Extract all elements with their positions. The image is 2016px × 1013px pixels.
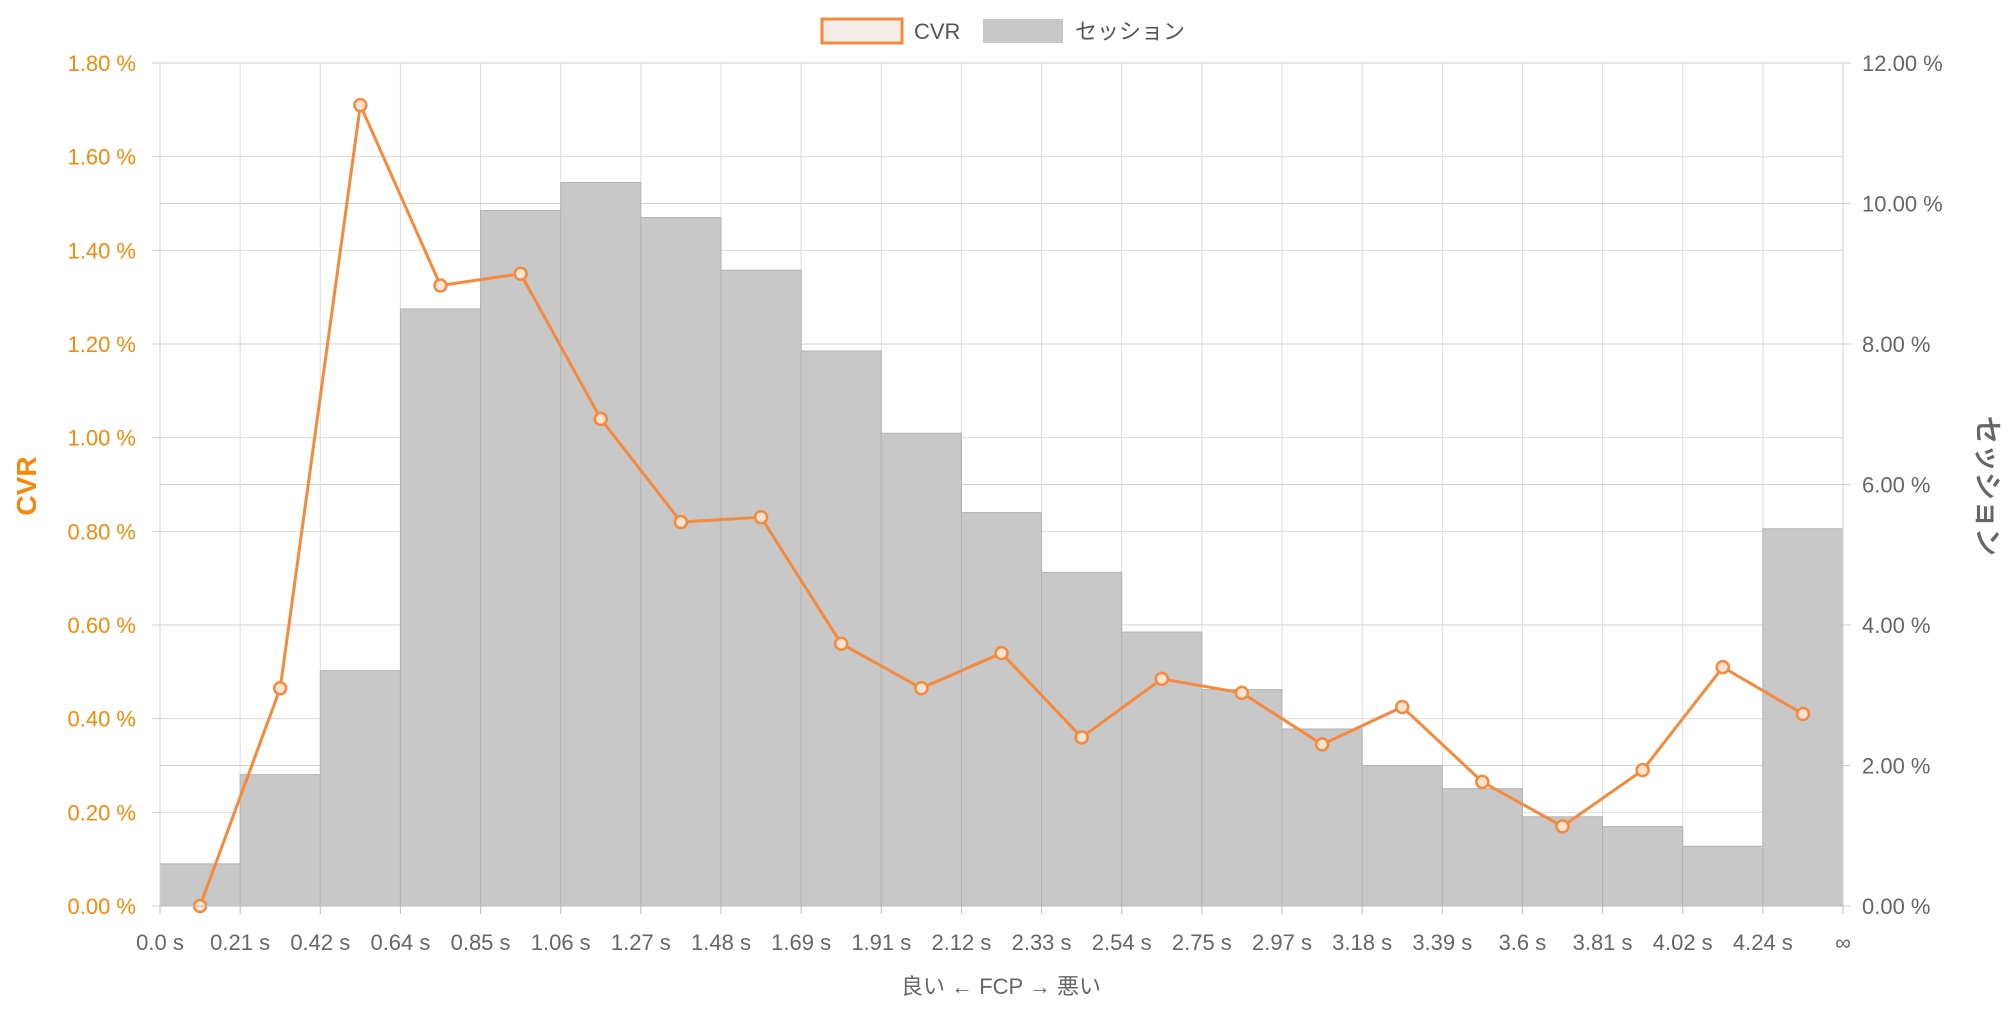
y-left-tick-label: 0.20 % bbox=[68, 800, 137, 825]
bar-sessions bbox=[800, 350, 882, 907]
bar-sessions bbox=[319, 670, 401, 907]
bar-sessions bbox=[1441, 788, 1523, 907]
x-tick-label: 3.81 s bbox=[1573, 930, 1633, 955]
y-right-tick-label: 12.00 % bbox=[1862, 51, 1943, 76]
x-tick-label: 2.75 s bbox=[1172, 930, 1232, 955]
point-cvr bbox=[1795, 706, 1811, 722]
bar-sessions bbox=[480, 210, 562, 907]
y-right-tick-label: 4.00 % bbox=[1862, 613, 1931, 638]
y-left-tick-label: 0.00 % bbox=[68, 894, 137, 919]
point-cvr bbox=[272, 680, 288, 696]
y-left-tick-label: 0.40 % bbox=[68, 707, 137, 732]
x-tick-label: 3.39 s bbox=[1412, 930, 1472, 955]
point-cvr bbox=[593, 411, 609, 427]
x-tick-label: 0.42 s bbox=[290, 930, 350, 955]
x-tick-label: 2.54 s bbox=[1092, 930, 1152, 955]
y-right-tick-label: 6.00 % bbox=[1862, 473, 1931, 498]
y-right-tick-label: 2.00 % bbox=[1862, 754, 1931, 779]
point-cvr bbox=[1715, 659, 1731, 675]
x-tick-label: 1.06 s bbox=[531, 930, 591, 955]
y-left-tick-label: 0.80 % bbox=[68, 519, 137, 544]
y-left-tick-label: 1.20 % bbox=[68, 332, 137, 357]
x-tick-label: 0.0 s bbox=[136, 930, 184, 955]
x-tick-label: ∞ bbox=[1835, 930, 1851, 955]
y-left-tick-label: 1.00 % bbox=[68, 426, 137, 451]
point-cvr bbox=[1314, 737, 1330, 752]
bar-sessions bbox=[1682, 845, 1764, 907]
x-tick-label: 1.91 s bbox=[851, 930, 911, 955]
point-cvr bbox=[1635, 762, 1650, 778]
x-tick-label: 2.12 s bbox=[931, 930, 991, 955]
point-cvr bbox=[1154, 671, 1170, 687]
point-cvr bbox=[353, 97, 368, 113]
bar-sessions bbox=[960, 512, 1043, 907]
bars-layer bbox=[159, 181, 1844, 907]
legend[interactable]: CVR セッション bbox=[820, 17, 1185, 45]
bar-sessions bbox=[1201, 689, 1283, 907]
bar-sessions bbox=[1602, 826, 1684, 907]
line-layer bbox=[192, 97, 1811, 914]
bar-sessions bbox=[720, 269, 802, 907]
bar-sessions bbox=[640, 217, 722, 907]
legend-label-cvr[interactable]: CVR bbox=[914, 19, 960, 44]
point-cvr bbox=[1074, 730, 1089, 745]
x-tick-label: 1.48 s bbox=[691, 930, 751, 955]
y-left-tick-label: 0.60 % bbox=[68, 613, 137, 638]
point-cvr bbox=[994, 645, 1009, 661]
point-cvr bbox=[433, 278, 448, 293]
point-cvr bbox=[1555, 819, 1570, 834]
x-tick-label: 3.6 s bbox=[1499, 930, 1547, 955]
bar-sessions bbox=[399, 308, 482, 907]
y-left-axis-title: CVR bbox=[11, 456, 42, 515]
y-left-tick-label: 1.80 % bbox=[68, 51, 137, 76]
bar-sessions bbox=[560, 181, 642, 907]
point-cvr bbox=[914, 680, 929, 696]
axes-layer: 0.00 % 0.20 % 0.40 % 0.60 % 0.80 % 1.00 % 1.20… bbox=[68, 51, 1943, 955]
point-cvr bbox=[833, 636, 849, 651]
x-tick-label: 2.33 s bbox=[1012, 930, 1072, 955]
legend-swatch-cvr[interactable] bbox=[820, 17, 904, 45]
point-cvr bbox=[1394, 699, 1410, 715]
bar-sessions bbox=[1361, 765, 1443, 907]
x-tick-label: 3.18 s bbox=[1332, 930, 1392, 955]
point-cvr bbox=[753, 510, 769, 525]
bar-sessions bbox=[880, 432, 962, 907]
bar-sessions bbox=[1762, 528, 1844, 907]
x-tick-label: 1.27 s bbox=[611, 930, 671, 955]
y-left-tick-label: 1.40 % bbox=[68, 238, 137, 263]
legend-label-sessions[interactable]: セッション bbox=[1075, 19, 1185, 44]
x-tick-label: 4.24 s bbox=[1733, 930, 1793, 955]
point-cvr bbox=[513, 266, 528, 281]
bar-sessions bbox=[1281, 728, 1363, 907]
x-tick-label: 0.21 s bbox=[210, 930, 270, 955]
y-right-tick-label: 0.00 % bbox=[1862, 894, 1931, 919]
point-cvr bbox=[1475, 774, 1490, 790]
x-tick-label: 1.69 s bbox=[771, 930, 831, 955]
x-tick-label: 0.64 s bbox=[370, 930, 430, 955]
y-right-tick-label: 10.00 % bbox=[1862, 192, 1943, 217]
x-tick-label: 4.02 s bbox=[1653, 930, 1713, 955]
y-right-tick-label: 8.00 % bbox=[1862, 332, 1931, 357]
point-cvr bbox=[673, 514, 689, 530]
x-tick-label: 0.85 s bbox=[451, 930, 511, 955]
x-tick-label: 2.97 s bbox=[1252, 930, 1312, 955]
bar-sessions bbox=[239, 774, 321, 907]
x-axis-title: 良い ← FCP → 悪い bbox=[901, 974, 1101, 999]
point-cvr bbox=[1234, 685, 1250, 701]
legend-swatch-sessions[interactable] bbox=[983, 19, 1063, 43]
y-right-axis-title: セッション bbox=[1972, 416, 2003, 556]
y-left-tick-label: 1.60 % bbox=[68, 145, 137, 170]
